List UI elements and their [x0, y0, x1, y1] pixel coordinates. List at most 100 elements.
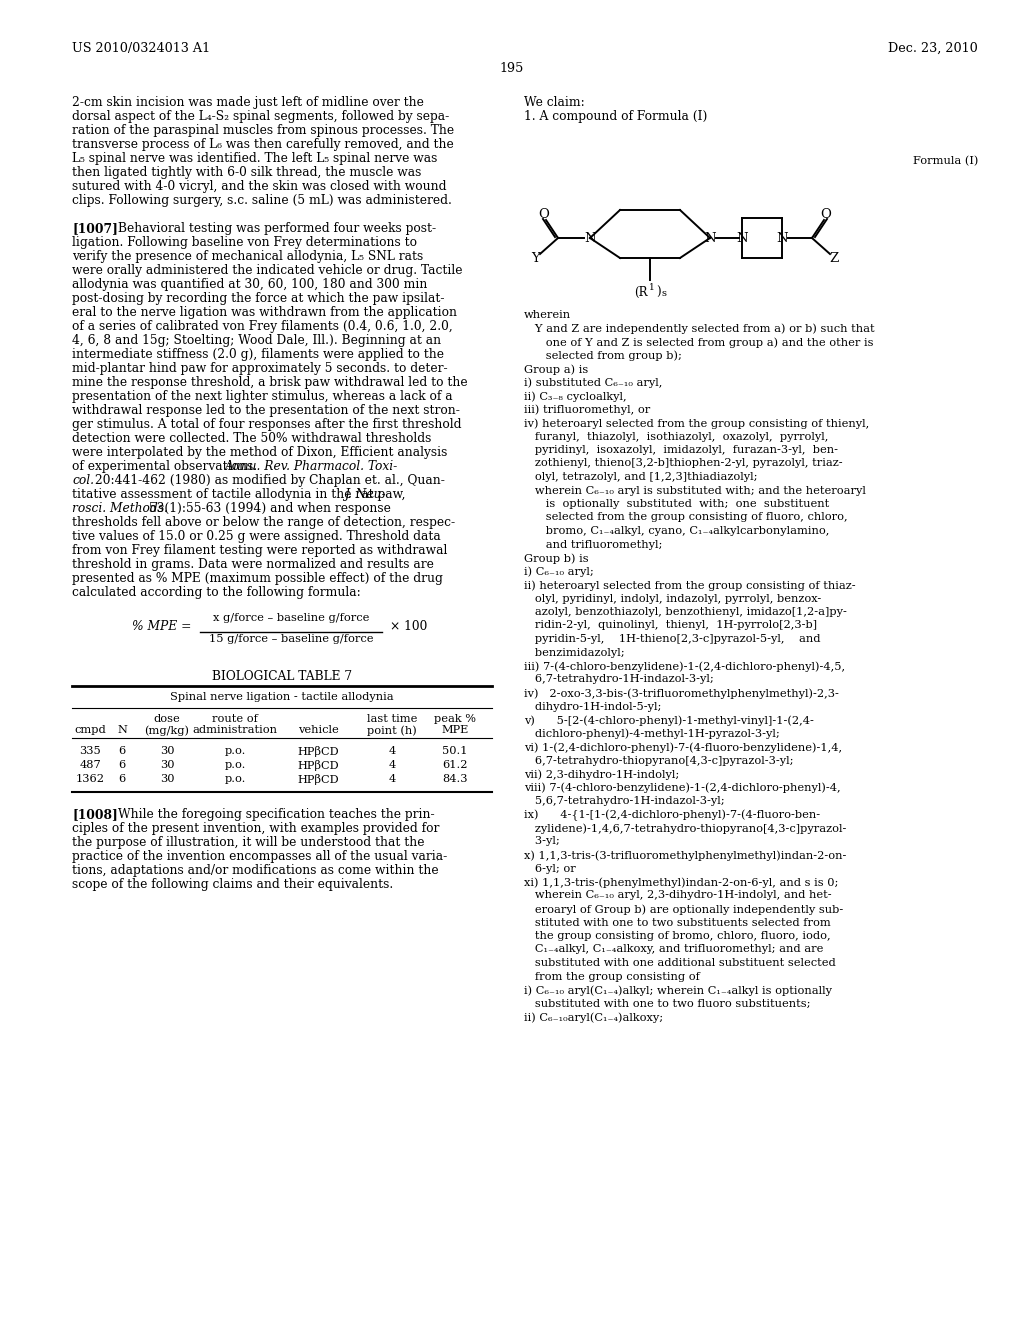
Text: azolyl, benzothiazolyl, benzothienyl, imidazo[1,2-a]py-: azolyl, benzothiazolyl, benzothienyl, im…	[524, 607, 847, 616]
Text: transverse process of L₆ was then carefully removed, and the: transverse process of L₆ was then carefu…	[72, 139, 454, 150]
Text: last time: last time	[367, 714, 417, 723]
Text: selected from the group consisting of fluoro, chloro,: selected from the group consisting of fl…	[524, 512, 848, 523]
Text: × 100: × 100	[390, 619, 427, 632]
Text: point (h): point (h)	[368, 725, 417, 735]
Text: ii) C₃₋₈ cycloalkyl,: ii) C₃₋₈ cycloalkyl,	[524, 391, 627, 401]
Text: administration: administration	[193, 725, 278, 735]
Text: 6: 6	[119, 774, 126, 784]
Text: v)      5-[2-(4-chloro-phenyl)-1-methyl-vinyl]-1-(2,4-: v) 5-[2-(4-chloro-phenyl)-1-methyl-vinyl…	[524, 715, 814, 726]
Text: route of: route of	[212, 714, 258, 723]
Text: dose: dose	[154, 714, 180, 723]
Text: ii) heteroaryl selected from the group consisting of thiaz-: ii) heteroaryl selected from the group c…	[524, 579, 856, 590]
Text: 50.1: 50.1	[442, 746, 468, 756]
Text: sutured with 4-0 vicryl, and the skin was closed with wound: sutured with 4-0 vicryl, and the skin wa…	[72, 180, 446, 193]
Text: 30: 30	[160, 760, 174, 770]
Text: i) C₆₋₁₀ aryl(C₁₋₄)alkyl; wherein C₁₋₄alkyl is optionally: i) C₆₋₁₀ aryl(C₁₋₄)alkyl; wherein C₁₋₄al…	[524, 985, 831, 995]
Text: tions, adaptations and/or modifications as come within the: tions, adaptations and/or modifications …	[72, 865, 438, 876]
Text: threshold in grams. Data were normalized and results are: threshold in grams. Data were normalized…	[72, 558, 434, 572]
Text: ligation. Following baseline von Frey determinations to: ligation. Following baseline von Frey de…	[72, 236, 417, 249]
Text: pyridinyl,  isoxazolyl,  imidazolyl,  furazan-3-yl,  ben-: pyridinyl, isoxazolyl, imidazolyl, furaz…	[524, 445, 838, 455]
Text: 487: 487	[79, 760, 101, 770]
Text: wherein C₆₋₁₀ aryl, 2,3-dihydro-1H-indolyl, and het-: wherein C₆₋₁₀ aryl, 2,3-dihydro-1H-indol…	[524, 891, 831, 900]
Text: ration of the paraspinal muscles from spinous processes. The: ration of the paraspinal muscles from sp…	[72, 124, 454, 137]
Text: x g/force – baseline g/force: x g/force – baseline g/force	[213, 612, 370, 623]
Text: were interpolated by the method of Dixon, Efficient analysis: were interpolated by the method of Dixon…	[72, 446, 447, 459]
Text: 1: 1	[649, 282, 654, 292]
Text: post-dosing by recording the force at which the paw ipsilat-: post-dosing by recording the force at wh…	[72, 292, 444, 305]
Text: 1362: 1362	[76, 774, 104, 784]
Text: cmpd: cmpd	[74, 725, 105, 735]
Text: wherein: wherein	[524, 310, 571, 319]
Text: verify the presence of mechanical allodynia, L₅ SNL rats: verify the presence of mechanical allody…	[72, 249, 423, 263]
Text: 1. A compound of Formula (I): 1. A compound of Formula (I)	[524, 110, 708, 123]
Text: presentation of the next lighter stimulus, whereas a lack of a: presentation of the next lighter stimulu…	[72, 389, 453, 403]
Text: ii) C₆₋₁₀aryl(C₁₋₄)alkoxy;: ii) C₆₋₁₀aryl(C₁₋₄)alkoxy;	[524, 1012, 664, 1023]
Text: dichloro-phenyl)-4-methyl-1H-pyrazol-3-yl;: dichloro-phenyl)-4-methyl-1H-pyrazol-3-y…	[524, 729, 779, 739]
Text: selected from group b);: selected from group b);	[524, 351, 682, 362]
Text: 6: 6	[119, 746, 126, 756]
Text: the group consisting of bromo, chloro, fluoro, iodo,: the group consisting of bromo, chloro, f…	[524, 931, 830, 941]
Text: clips. Following surgery, s.c. saline (5 mL) was administered.: clips. Following surgery, s.c. saline (5…	[72, 194, 452, 207]
Text: O: O	[820, 209, 831, 222]
Text: scope of the following claims and their equivalents.: scope of the following claims and their …	[72, 878, 393, 891]
Text: from the group consisting of: from the group consisting of	[524, 972, 699, 982]
Text: HPβCD: HPβCD	[297, 760, 339, 771]
Text: 4: 4	[388, 746, 395, 756]
Text: and trifluoromethyl;: and trifluoromethyl;	[524, 540, 663, 549]
Text: ridin-2-yl,  quinolinyl,  thienyl,  1H-pyrrolo[2,3-b]: ridin-2-yl, quinolinyl, thienyl, 1H-pyrr…	[524, 620, 817, 631]
Text: 53(1):55-63 (1994) and when response: 53(1):55-63 (1994) and when response	[145, 502, 391, 515]
Text: practice of the invention encompasses all of the usual varia-: practice of the invention encompasses al…	[72, 850, 447, 863]
Text: detection were collected. The 50% withdrawal thresholds: detection were collected. The 50% withdr…	[72, 432, 431, 445]
Text: [1008]: [1008]	[72, 808, 118, 821]
Text: Group b) is: Group b) is	[524, 553, 589, 564]
Text: 195: 195	[500, 62, 524, 75]
Text: i) substituted C₆₋₁₀ aryl,: i) substituted C₆₋₁₀ aryl,	[524, 378, 663, 388]
Text: (R: (R	[635, 286, 648, 300]
Text: ger stimulus. A total of four responses after the first threshold: ger stimulus. A total of four responses …	[72, 418, 462, 432]
Text: zylidene)-1,4,6,7-tetrahydro-thiopyrano[4,3-c]pyrazol-: zylidene)-1,4,6,7-tetrahydro-thiopyrano[…	[524, 822, 847, 833]
Text: one of Y and Z is selected from group a) and the other is: one of Y and Z is selected from group a)…	[524, 337, 873, 347]
Text: 6-yl; or: 6-yl; or	[524, 863, 575, 874]
Text: Dec. 23, 2010: Dec. 23, 2010	[888, 42, 978, 55]
Text: US 2010/0324013 A1: US 2010/0324013 A1	[72, 42, 210, 55]
Text: Y: Y	[531, 252, 541, 264]
Text: 30: 30	[160, 746, 174, 756]
Text: eral to the nerve ligation was withdrawn from the application: eral to the nerve ligation was withdrawn…	[72, 306, 457, 319]
Text: HPβCD: HPβCD	[297, 774, 339, 785]
Text: Behavioral testing was performed four weeks post-: Behavioral testing was performed four we…	[118, 222, 436, 235]
Text: We claim:: We claim:	[524, 96, 585, 110]
Text: 61.2: 61.2	[442, 760, 468, 770]
Text: L₅ spinal nerve was identified. The left L₅ spinal nerve was: L₅ spinal nerve was identified. The left…	[72, 152, 437, 165]
Text: % MPE =: % MPE =	[132, 619, 191, 632]
Text: N: N	[705, 231, 716, 244]
Text: N: N	[776, 231, 787, 244]
Text: were orally administered the indicated vehicle or drug. Tactile: were orally administered the indicated v…	[72, 264, 463, 277]
Text: presented as % MPE (maximum possible effect) of the drug: presented as % MPE (maximum possible eff…	[72, 572, 442, 585]
Text: ix)      4-{1-[1-(2,4-dichloro-phenyl)-7-(4-fluoro-ben-: ix) 4-{1-[1-(2,4-dichloro-phenyl)-7-(4-f…	[524, 809, 820, 821]
Text: tive values of 15.0 or 0.25 g were assigned. Threshold data: tive values of 15.0 or 0.25 g were assig…	[72, 531, 440, 543]
Text: substituted with one to two fluoro substituents;: substituted with one to two fluoro subst…	[524, 998, 811, 1008]
Text: ciples of the present invention, with examples provided for: ciples of the present invention, with ex…	[72, 822, 439, 836]
Text: furanyl,  thiazolyl,  isothiazolyl,  oxazolyl,  pyrrolyl,: furanyl, thiazolyl, isothiazolyl, oxazol…	[524, 432, 828, 441]
Text: the purpose of illustration, it will be understood that the: the purpose of illustration, it will be …	[72, 836, 425, 849]
Text: 4: 4	[388, 760, 395, 770]
Text: zothienyl, thieno[3,2-b]thiophen-2-yl, pyrazolyl, triaz-: zothienyl, thieno[3,2-b]thiophen-2-yl, p…	[524, 458, 843, 469]
Text: vi) 1-(2,4-dichloro-phenyl)-7-(4-fluoro-benzylidene)-1,4,: vi) 1-(2,4-dichloro-phenyl)-7-(4-fluoro-…	[524, 742, 842, 752]
Text: of a series of calibrated von Frey filaments (0.4, 0.6, 1.0, 2.0,: of a series of calibrated von Frey filam…	[72, 319, 453, 333]
Text: 2-cm skin incision was made just left of midline over the: 2-cm skin incision was made just left of…	[72, 96, 424, 110]
Text: BIOLOGICAL TABLE 7: BIOLOGICAL TABLE 7	[212, 671, 352, 682]
Text: 15 g/force – baseline g/force: 15 g/force – baseline g/force	[209, 634, 374, 644]
Text: 4, 6, 8 and 15g; Stoelting; Wood Dale, Ill.). Beginning at an: 4, 6, 8 and 15g; Stoelting; Wood Dale, I…	[72, 334, 441, 347]
Text: N: N	[117, 725, 127, 735]
Text: ): )	[656, 286, 660, 300]
Text: allodynia was quantified at 30, 60, 100, 180 and 300 min: allodynia was quantified at 30, 60, 100,…	[72, 279, 427, 290]
Text: xi) 1,1,3-tris-(phenylmethyl)indan-2-on-6-yl, and s is 0;: xi) 1,1,3-tris-(phenylmethyl)indan-2-on-…	[524, 876, 839, 887]
Text: vii) 2,3-dihydro-1H-indolyl;: vii) 2,3-dihydro-1H-indolyl;	[524, 770, 679, 780]
Text: benzimidazolyl;: benzimidazolyl;	[524, 648, 625, 657]
Text: Z: Z	[829, 252, 839, 264]
Text: iii) 7-(4-chloro-benzylidene)-1-(2,4-dichloro-phenyl)-4,5,: iii) 7-(4-chloro-benzylidene)-1-(2,4-dic…	[524, 661, 845, 672]
Text: iv) heteroaryl selected from the group consisting of thienyl,: iv) heteroaryl selected from the group c…	[524, 418, 869, 429]
Text: eroaryl of Group b) are optionally independently sub-: eroaryl of Group b) are optionally indep…	[524, 904, 843, 915]
Text: 20:441-462 (1980) as modified by Chaplan et. al., Quan-: 20:441-462 (1980) as modified by Chaplan…	[91, 474, 444, 487]
Text: Formula (I): Formula (I)	[912, 156, 978, 166]
